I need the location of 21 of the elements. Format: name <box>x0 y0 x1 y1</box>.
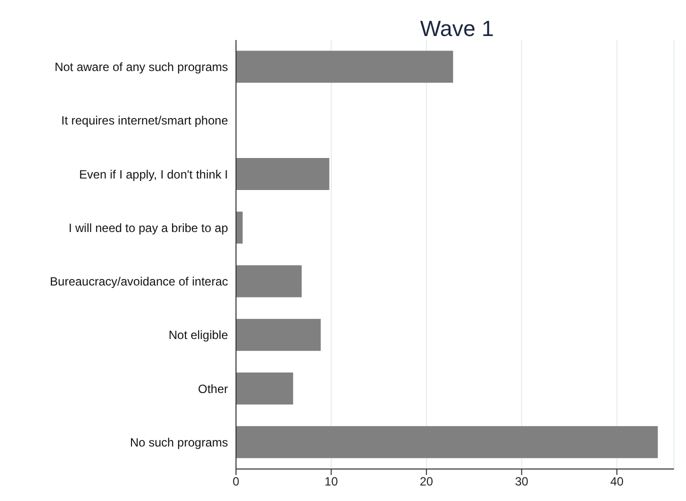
x-tick-label: 40 <box>610 474 624 489</box>
x-tick-label: 0 <box>232 474 240 489</box>
chart-title: Wave 1 <box>419 16 495 42</box>
bar <box>236 372 294 404</box>
x-tick-label: 10 <box>324 474 338 489</box>
bar <box>236 318 321 351</box>
y-tick-label: No such programs <box>130 435 228 450</box>
y-tick-label: Other <box>198 382 228 396</box>
x-tick-label: 30 <box>514 474 529 489</box>
bar <box>236 158 330 190</box>
y-tick-label: Even if I apply, I don't think I <box>79 167 228 182</box>
bar <box>236 426 658 458</box>
bar <box>236 212 243 244</box>
y-tick-label: I will need to pay a bribe to ap <box>68 220 228 235</box>
bar <box>236 50 454 83</box>
y-tick-label: Bureaucracy/avoidance of interac <box>50 274 228 289</box>
y-tick-label: Not aware of any such programs <box>54 60 228 74</box>
y-tick-label: Not eligible <box>168 328 228 342</box>
bar <box>236 265 302 298</box>
x-tick-label: 20 <box>420 474 434 489</box>
y-tick-label: It requires internet/smart phone <box>61 114 228 128</box>
